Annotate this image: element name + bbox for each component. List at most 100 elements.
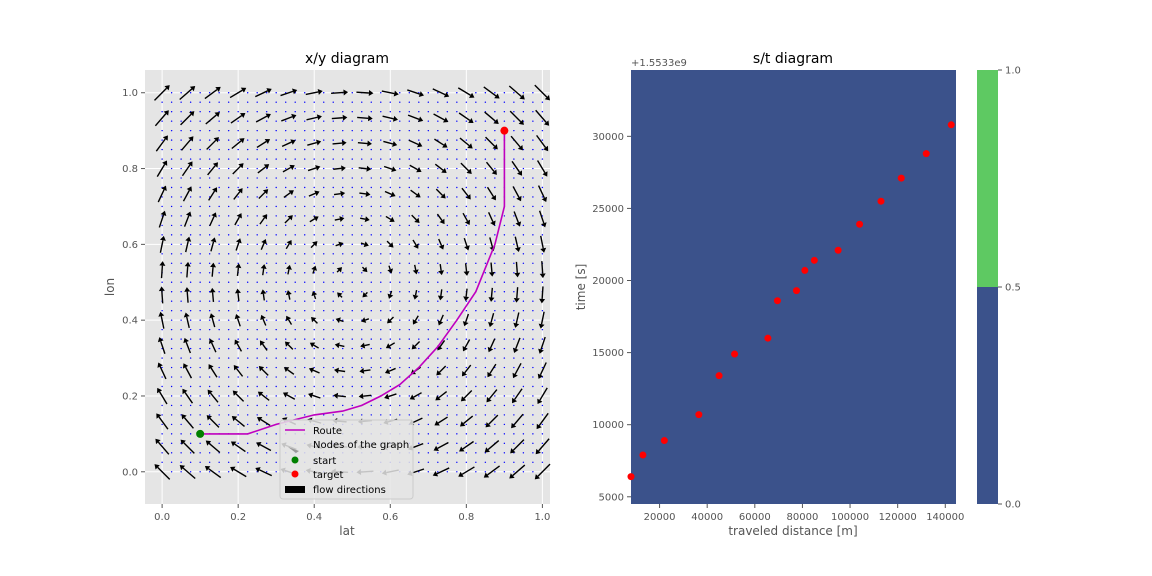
graph-node	[275, 205, 277, 208]
st-point	[947, 121, 955, 129]
legend-flow-swatch	[285, 486, 305, 493]
graph-node	[285, 224, 287, 227]
graph-node	[437, 224, 439, 227]
graph-node	[323, 243, 325, 246]
graph-node	[246, 110, 249, 113]
st-x-tick-label: 100000	[831, 512, 869, 523]
graph-node	[189, 253, 192, 255]
flow-arrow	[280, 88, 298, 97]
graph-node	[227, 452, 230, 454]
graph-node	[170, 442, 173, 445]
graph-node	[541, 442, 544, 445]
flow-arrow	[308, 190, 320, 197]
st-y-tick-label: 15000	[592, 348, 624, 359]
graph-node	[437, 167, 439, 170]
graph-node	[503, 309, 506, 312]
graph-node	[437, 243, 439, 246]
flow-arrow	[512, 186, 522, 202]
graph-node	[522, 404, 525, 407]
graph-node	[218, 243, 220, 246]
graph-node	[351, 224, 353, 227]
graph-node	[456, 205, 458, 208]
graph-node	[465, 224, 468, 227]
graph-node	[437, 471, 439, 473]
graph-node	[389, 338, 391, 340]
xy-x-tick-label: 0.4	[306, 512, 322, 523]
flow-arrow	[159, 261, 166, 279]
graph-node	[456, 234, 458, 236]
graph-node	[408, 385, 410, 388]
graph-node	[227, 461, 230, 464]
graph-node	[456, 357, 458, 359]
graph-node	[256, 186, 258, 189]
graph-node	[265, 101, 268, 103]
graph-node	[437, 177, 439, 179]
graph-node	[170, 404, 173, 407]
graph-node	[265, 224, 268, 227]
graph-node	[208, 461, 211, 464]
graph-node	[399, 139, 401, 141]
graph-node	[361, 253, 363, 255]
graph-node	[380, 139, 382, 141]
graph-node	[389, 281, 391, 283]
graph-node	[418, 385, 420, 388]
graph-node	[399, 101, 401, 103]
graph-node	[456, 215, 458, 217]
graph-node	[180, 92, 182, 94]
graph-node	[389, 376, 391, 378]
graph-node	[285, 120, 287, 122]
graph-node	[380, 101, 382, 103]
graph-node	[304, 300, 306, 302]
graph-node	[189, 243, 192, 246]
flow-arrow	[513, 211, 522, 227]
graph-node	[456, 309, 458, 312]
graph-node	[503, 461, 506, 464]
graph-node	[313, 224, 315, 227]
graph-node	[408, 196, 410, 198]
flow-arrow	[537, 185, 548, 203]
graph-node	[437, 272, 439, 274]
flow-arrow	[232, 390, 245, 402]
st-y-tick-label: 30000	[592, 132, 624, 143]
graph-node	[361, 300, 363, 302]
flow-arrow	[204, 86, 221, 100]
graph-node	[227, 167, 230, 170]
flow-arrow	[361, 266, 368, 273]
graph-node	[522, 423, 525, 426]
graph-node	[532, 395, 534, 397]
graph-node	[351, 120, 353, 122]
graph-node	[494, 433, 496, 435]
graph-node	[199, 328, 201, 331]
graph-node	[332, 110, 334, 113]
graph-node	[475, 366, 477, 369]
graph-node	[275, 281, 277, 283]
graph-node	[494, 376, 496, 378]
graph-node	[323, 110, 325, 113]
legend-start-label: start	[313, 456, 336, 467]
graph-node	[304, 366, 306, 369]
graph-node	[246, 92, 249, 94]
graph-node	[161, 101, 163, 103]
graph-node	[218, 291, 220, 293]
graph-node	[484, 414, 487, 416]
flow-arrow	[158, 210, 167, 228]
graph-node	[294, 243, 296, 246]
graph-node	[246, 196, 249, 198]
graph-node	[189, 461, 192, 464]
graph-node	[237, 281, 239, 283]
graph-node	[313, 158, 315, 160]
graph-node	[323, 272, 325, 274]
graph-node	[323, 414, 325, 416]
graph-node	[437, 281, 439, 283]
graph-node	[399, 319, 401, 321]
graph-node	[342, 366, 344, 369]
graph-node	[342, 196, 344, 198]
graph-node	[380, 272, 382, 274]
graph-node	[313, 404, 315, 407]
graph-node	[494, 234, 496, 236]
graph-node	[418, 433, 420, 435]
graph-node	[532, 101, 534, 103]
legend-target-swatch	[291, 470, 299, 478]
graph-node	[332, 338, 334, 340]
graph-node	[227, 224, 230, 227]
